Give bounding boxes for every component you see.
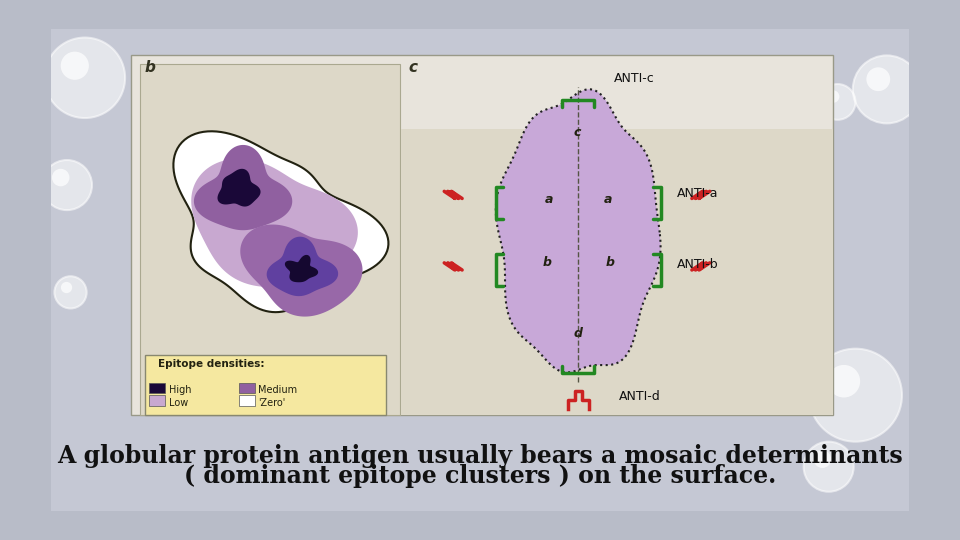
Polygon shape [267, 237, 338, 296]
Circle shape [852, 56, 921, 123]
Circle shape [804, 442, 853, 492]
Circle shape [814, 450, 831, 468]
Bar [149, 395, 165, 406]
Text: b: b [145, 59, 156, 75]
Text: Epitope densities:: Epitope densities: [158, 359, 265, 369]
Polygon shape [194, 145, 292, 230]
Text: a: a [604, 193, 612, 206]
Bar [145, 355, 386, 415]
Circle shape [60, 282, 72, 293]
Text: c: c [574, 126, 581, 139]
Bar [239, 395, 254, 406]
Polygon shape [191, 159, 358, 287]
Circle shape [820, 84, 855, 120]
Text: b: b [605, 255, 614, 268]
Text: Medium: Medium [258, 386, 298, 395]
Circle shape [42, 160, 92, 210]
Circle shape [52, 169, 69, 186]
Circle shape [44, 38, 125, 118]
Circle shape [828, 365, 860, 397]
Bar [401, 129, 833, 415]
Text: Low: Low [169, 398, 188, 408]
Text: c: c [408, 59, 418, 75]
Text: A globular protein antigen usually bears a mosaic determinants: A globular protein antigen usually bears… [58, 444, 902, 468]
Circle shape [809, 349, 902, 442]
Polygon shape [285, 255, 318, 282]
Polygon shape [218, 169, 260, 207]
Circle shape [55, 276, 86, 308]
Text: ANTI-b: ANTI-b [677, 258, 718, 271]
Bar [140, 64, 399, 415]
Bar [149, 383, 165, 393]
Circle shape [827, 90, 839, 103]
Circle shape [60, 52, 89, 80]
Text: d: d [574, 327, 583, 340]
Text: High: High [169, 386, 191, 395]
Text: 'Zero': 'Zero' [258, 398, 285, 408]
Polygon shape [240, 225, 363, 316]
Bar [239, 383, 254, 393]
Polygon shape [495, 89, 660, 373]
Text: a: a [544, 193, 553, 206]
Text: ( dominant epitope clusters ) on the surface.: ( dominant epitope clusters ) on the sur… [184, 464, 776, 488]
Text: ANTI-a: ANTI-a [677, 187, 718, 200]
Circle shape [866, 68, 890, 91]
Text: ANTI-d: ANTI-d [618, 390, 660, 403]
Text: b: b [542, 255, 552, 268]
Polygon shape [174, 131, 389, 312]
Text: ANTI-c: ANTI-c [614, 72, 655, 85]
Bar [132, 56, 833, 415]
